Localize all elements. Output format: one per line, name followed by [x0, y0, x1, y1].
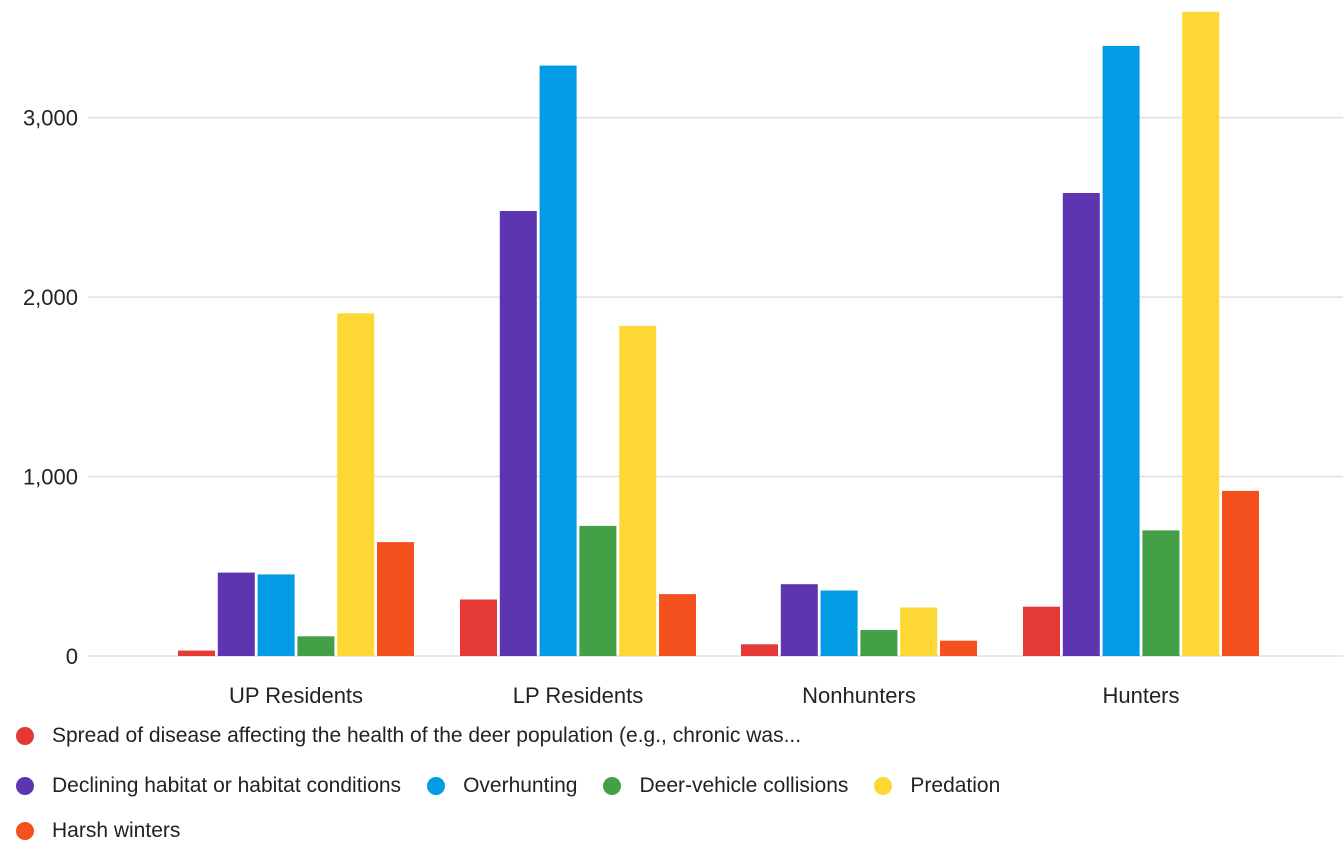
bar-lp-residents-4[interactable]: [619, 325, 657, 656]
bar-up-residents-5[interactable]: [377, 542, 414, 656]
legend-item[interactable]: Deer-vehicle collisions: [603, 774, 848, 798]
x-category-label: LP Residents: [513, 683, 643, 708]
bar-lp-residents-0[interactable]: [460, 599, 497, 657]
bar-up-residents-4[interactable]: [337, 313, 375, 656]
legend-marker-icon: [16, 822, 34, 840]
bar-hunters-0[interactable]: [1023, 606, 1060, 656]
y-tick-label: 3,000: [23, 106, 78, 131]
bar-up-residents-3[interactable]: [297, 636, 335, 656]
legend-label: Predation: [910, 774, 1001, 797]
bar-nonhunters-0[interactable]: [741, 644, 778, 656]
bar-lp-residents-3[interactable]: [579, 525, 617, 656]
bar-chart: 0 1,000 2,000 3,000 UP Residents LP Resident…: [23, 11, 1343, 708]
legend-row: Declining habitat or habitat conditions O…: [16, 773, 1026, 799]
x-category-label: UP Residents: [229, 683, 363, 708]
y-tick-label: 1,000: [23, 465, 78, 490]
legend-marker-icon: [16, 727, 34, 745]
legend-label: Declining habitat or habitat conditions: [52, 774, 402, 797]
legend-row: Spread of disease affecting the health o…: [16, 723, 827, 749]
y-tick-label: 2,000: [23, 285, 78, 310]
x-category-label: Nonhunters: [802, 683, 916, 708]
legend-row: Harsh winters: [16, 818, 206, 844]
bar-hunters-4[interactable]: [1182, 11, 1220, 657]
bar-up-residents-2[interactable]: [257, 574, 295, 656]
legend-item[interactable]: Spread of disease affecting the health o…: [16, 724, 801, 748]
bar-nonhunters-1[interactable]: [780, 584, 818, 656]
bar-lp-residents-5[interactable]: [659, 594, 696, 656]
legend-item[interactable]: Overhunting: [427, 774, 577, 798]
bar-nonhunters-2[interactable]: [820, 590, 858, 657]
legend-marker-icon: [874, 777, 893, 795]
bar-lp-residents-2[interactable]: [539, 65, 577, 657]
legend-label: Overhunting: [463, 774, 578, 797]
bar-hunters-1[interactable]: [1062, 193, 1100, 656]
legend-item[interactable]: Predation: [874, 774, 1000, 798]
bar-hunters-2[interactable]: [1102, 45, 1140, 656]
y-tick-label: 0: [66, 644, 78, 669]
y-axis: 0 1,000 2,000 3,000: [23, 106, 78, 669]
legend-marker-icon: [603, 777, 622, 795]
legend-marker-icon: [16, 777, 34, 795]
bar-up-residents-0[interactable]: [178, 650, 215, 656]
legend-label: Deer-vehicle collisions: [639, 774, 849, 797]
bar-nonhunters-4[interactable]: [900, 607, 938, 657]
legend-label: Spread of disease affecting the health o…: [52, 724, 802, 747]
bar-nonhunters-5[interactable]: [940, 640, 977, 656]
bar-hunters-5[interactable]: [1222, 490, 1259, 656]
bar-lp-residents-1[interactable]: [499, 211, 537, 656]
bar-hunters-3[interactable]: [1142, 530, 1180, 656]
bar-nonhunters-3[interactable]: [860, 630, 898, 656]
legend-marker-icon: [427, 777, 446, 795]
x-category-label: Hunters: [1102, 683, 1179, 708]
bar-up-residents-1[interactable]: [217, 572, 255, 656]
legend-item[interactable]: Declining habitat or habitat conditions: [16, 774, 401, 798]
legend-item[interactable]: Harsh winters: [16, 819, 180, 843]
legend-label: Harsh winters: [52, 819, 181, 842]
bars: [178, 11, 1259, 657]
x-axis: UP Residents LP Residents Nonhunters Hunter…: [229, 683, 1180, 708]
